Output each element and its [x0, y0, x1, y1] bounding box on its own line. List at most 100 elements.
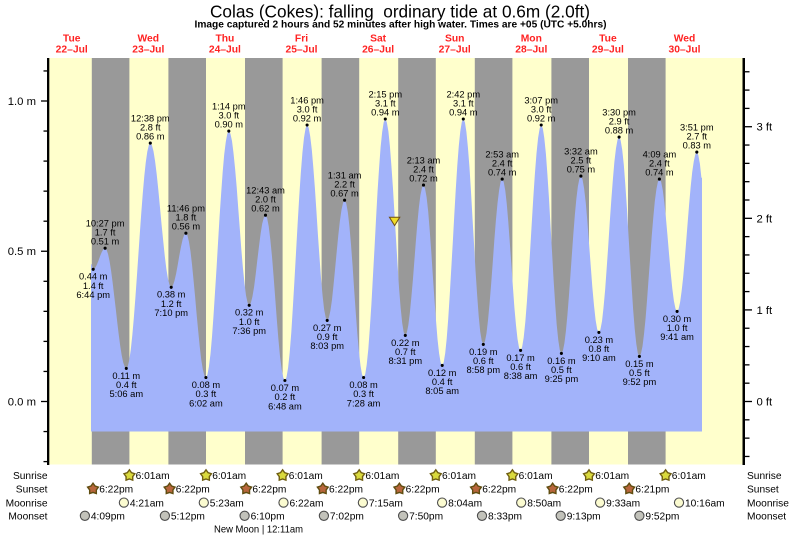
svg-text:0.8 ft: 0.8 ft [589, 344, 610, 354]
svg-text:7:02pm: 7:02pm [330, 512, 364, 523]
svg-text:5:06 am: 5:06 am [110, 389, 144, 399]
svg-text:2.2 ft: 2.2 ft [334, 180, 355, 190]
svg-text:3.0 ft: 3.0 ft [297, 104, 318, 114]
svg-text:6:44 pm: 6:44 pm [76, 290, 110, 300]
svg-text:6:01am: 6:01am [595, 471, 629, 482]
svg-text:0.3 ft: 0.3 ft [196, 389, 217, 399]
svg-text:6:02 am: 6:02 am [189, 398, 223, 408]
svg-text:0.5 m: 0.5 m [8, 246, 36, 258]
svg-text:3.0 ft: 3.0 ft [531, 104, 552, 114]
svg-text:22–Jul: 22–Jul [56, 45, 88, 56]
svg-text:7:28 am: 7:28 am [347, 398, 381, 408]
svg-text:10:27 pm: 10:27 pm [86, 219, 125, 229]
svg-text:9:33am: 9:33am [606, 498, 640, 509]
svg-text:1.0 m: 1.0 m [8, 96, 36, 108]
svg-text:0.22 m: 0.22 m [391, 338, 420, 348]
svg-text:0.62 m: 0.62 m [251, 204, 280, 214]
svg-text:0.51 m: 0.51 m [91, 237, 120, 247]
svg-text:2.4 ft: 2.4 ft [492, 159, 513, 169]
svg-text:0.4 ft: 0.4 ft [116, 380, 137, 390]
svg-text:Wed: Wed [674, 33, 696, 44]
svg-text:0.5 ft: 0.5 ft [629, 368, 650, 378]
svg-text:1.8 ft: 1.8 ft [176, 213, 197, 223]
svg-text:1:14 pm: 1:14 pm [212, 102, 246, 112]
svg-text:Mon: Mon [521, 33, 542, 44]
svg-text:30–Jul: 30–Jul [668, 45, 700, 56]
svg-text:9:52 pm: 9:52 pm [623, 377, 657, 387]
svg-text:6:01am: 6:01am [212, 471, 246, 482]
svg-text:6:48 am: 6:48 am [268, 401, 302, 411]
svg-text:8:31 pm: 8:31 pm [389, 356, 423, 366]
svg-text:Moonrise: Moonrise [747, 498, 789, 509]
svg-text:6:01am: 6:01am [289, 471, 323, 482]
svg-text:Sun: Sun [445, 33, 464, 44]
svg-text:0.0 m: 0.0 m [8, 397, 36, 409]
svg-text:0.9 ft: 0.9 ft [317, 332, 338, 342]
svg-text:Moonset: Moonset [8, 512, 47, 523]
svg-text:1 ft: 1 ft [757, 305, 774, 317]
svg-text:11:46 pm: 11:46 pm [167, 204, 205, 214]
svg-text:7:50pm: 7:50pm [409, 512, 443, 523]
svg-text:2.5 ft: 2.5 ft [571, 156, 592, 166]
svg-text:2.9 ft: 2.9 ft [609, 117, 630, 127]
svg-text:5:23am: 5:23am [210, 498, 244, 509]
svg-text:6:10pm: 6:10pm [251, 512, 285, 523]
svg-text:0.12 m: 0.12 m [428, 368, 457, 378]
svg-text:0.5 ft: 0.5 ft [551, 365, 572, 375]
svg-text:1.0 ft: 1.0 ft [667, 323, 688, 333]
svg-text:0.32 m: 0.32 m [235, 308, 264, 318]
svg-text:Tue: Tue [599, 33, 617, 44]
svg-text:9:41 am: 9:41 am [660, 332, 694, 342]
svg-text:26–Jul: 26–Jul [362, 45, 394, 56]
svg-text:0.23 m: 0.23 m [585, 335, 614, 345]
svg-text:Colas (Cokes): falling ordina: Colas (Cokes): falling ordinary tide at … [210, 1, 590, 21]
svg-text:8:38 am: 8:38 am [504, 371, 538, 381]
svg-text:0.08 m: 0.08 m [192, 380, 221, 390]
svg-text:2:42 pm: 2:42 pm [447, 89, 481, 99]
svg-text:6:01am: 6:01am [365, 471, 399, 482]
svg-text:2:15 pm: 2:15 pm [369, 89, 403, 99]
svg-text:0.88 m: 0.88 m [605, 126, 634, 136]
svg-text:0.83 m: 0.83 m [683, 141, 712, 151]
svg-text:2.4 ft: 2.4 ft [649, 159, 670, 169]
svg-text:Sat: Sat [370, 33, 387, 44]
svg-text:3.1 ft: 3.1 ft [453, 98, 474, 108]
svg-text:0.94 m: 0.94 m [449, 107, 478, 117]
svg-text:0.08 m: 0.08 m [349, 380, 378, 390]
svg-text:0.72 m: 0.72 m [409, 174, 438, 184]
svg-text:8:03 pm: 8:03 pm [310, 341, 344, 351]
svg-text:2:53 am: 2:53 am [485, 150, 519, 160]
svg-text:6:22pm: 6:22pm [406, 485, 440, 496]
svg-text:6:01am: 6:01am [442, 471, 476, 482]
svg-text:8:50am: 8:50am [527, 498, 561, 509]
svg-text:3:51 pm: 3:51 pm [680, 123, 714, 133]
svg-text:1.2 ft: 1.2 ft [161, 299, 182, 309]
svg-text:0.75 m: 0.75 m [567, 165, 596, 175]
svg-text:0.38 m: 0.38 m [157, 290, 186, 300]
svg-text:0.92 m: 0.92 m [527, 113, 556, 123]
svg-text:3.0 ft: 3.0 ft [218, 111, 239, 121]
svg-text:2.8 ft: 2.8 ft [140, 123, 161, 133]
svg-text:1.0 ft: 1.0 ft [239, 317, 260, 327]
svg-text:6:22pm: 6:22pm [482, 485, 516, 496]
svg-text:1.4 ft: 1.4 ft [83, 281, 104, 291]
svg-text:2 ft: 2 ft [757, 213, 774, 225]
svg-text:Moonset: Moonset [747, 512, 786, 523]
svg-text:0.7 ft: 0.7 ft [395, 347, 416, 357]
svg-text:8:04am: 8:04am [448, 498, 482, 509]
svg-text:2.7 ft: 2.7 ft [686, 132, 707, 142]
svg-text:0.17 m: 0.17 m [506, 353, 535, 363]
svg-text:0.6 ft: 0.6 ft [510, 362, 531, 372]
svg-text:23–Jul: 23–Jul [132, 45, 164, 56]
svg-text:1:46 pm: 1:46 pm [290, 95, 324, 105]
svg-text:9:25 pm: 9:25 pm [545, 374, 579, 384]
svg-text:6:01am: 6:01am [136, 471, 170, 482]
svg-text:6:21pm: 6:21pm [635, 485, 669, 496]
svg-text:0.2 ft: 0.2 ft [275, 392, 296, 402]
svg-text:0.56 m: 0.56 m [172, 222, 201, 232]
svg-text:Wed: Wed [138, 33, 160, 44]
svg-text:6:01am: 6:01am [672, 471, 706, 482]
svg-text:0.94 m: 0.94 m [371, 107, 400, 117]
svg-text:0.92 m: 0.92 m [293, 113, 322, 123]
svg-text:2.4 ft: 2.4 ft [413, 165, 434, 175]
